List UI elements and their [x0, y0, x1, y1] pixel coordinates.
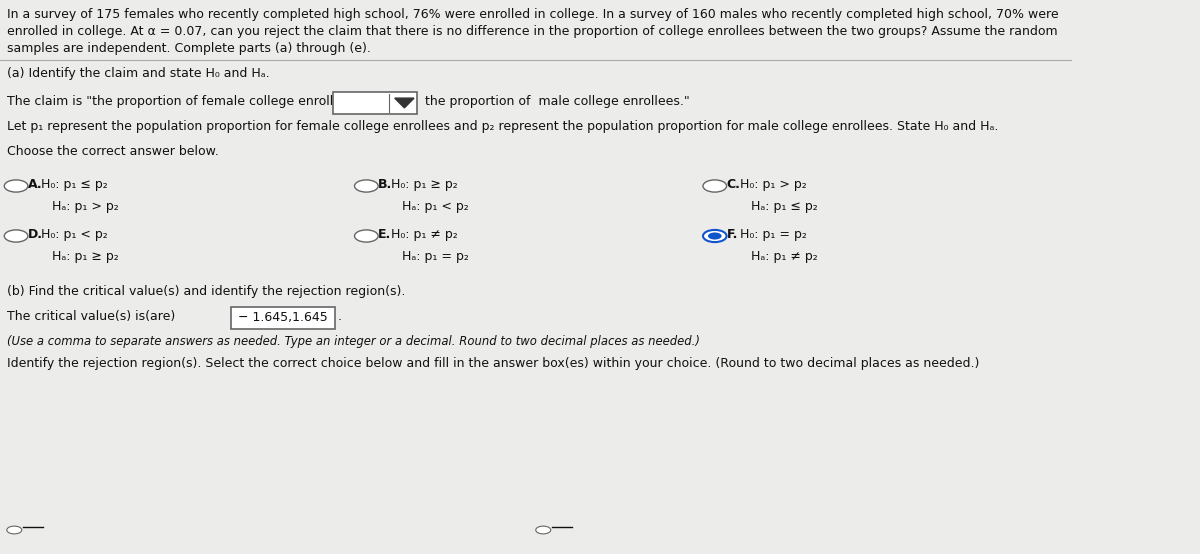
- Text: D.: D.: [28, 228, 43, 241]
- FancyBboxPatch shape: [230, 307, 335, 329]
- Text: Choose the correct answer below.: Choose the correct answer below.: [7, 145, 218, 158]
- Text: F.: F.: [726, 228, 738, 241]
- Circle shape: [354, 180, 378, 192]
- Text: H₀: p₁ ≤ p₂: H₀: p₁ ≤ p₂: [41, 178, 108, 191]
- Text: (a) Identify the claim and state H₀ and Hₐ.: (a) Identify the claim and state H₀ and …: [7, 67, 270, 80]
- Text: Hₐ: p₁ ≥ p₂: Hₐ: p₁ ≥ p₂: [52, 250, 119, 263]
- Text: the proportion of  male college enrollees.": the proportion of male college enrollees…: [421, 95, 690, 108]
- Text: samples are independent. Complete parts (a) through (e).: samples are independent. Complete parts …: [7, 42, 371, 55]
- Circle shape: [5, 180, 28, 192]
- Text: The claim is "the proportion of female college enrollees is: The claim is "the proportion of female c…: [7, 95, 370, 108]
- Text: The critical value(s) is(are): The critical value(s) is(are): [7, 310, 175, 323]
- Text: H₀: p₁ ≥ p₂: H₀: p₁ ≥ p₂: [391, 178, 458, 191]
- Text: Hₐ: p₁ < p₂: Hₐ: p₁ < p₂: [402, 200, 469, 213]
- Text: Let p₁ represent the population proportion for female college enrollees and p₂ r: Let p₁ represent the population proporti…: [7, 120, 998, 133]
- Text: H₀: p₁ > p₂: H₀: p₁ > p₂: [740, 178, 806, 191]
- Circle shape: [354, 230, 378, 242]
- Text: H₀: p₁ ≠ p₂: H₀: p₁ ≠ p₂: [391, 228, 458, 241]
- Circle shape: [708, 233, 721, 239]
- Text: C.: C.: [726, 178, 740, 191]
- Circle shape: [703, 180, 726, 192]
- Text: In a survey of 175 females who recently completed high school, 76% were enrolled: In a survey of 175 females who recently …: [7, 8, 1058, 21]
- Text: Identify the rejection region(s). Select the correct choice below and fill in th: Identify the rejection region(s). Select…: [7, 357, 979, 370]
- Text: B.: B.: [378, 178, 392, 191]
- Circle shape: [703, 230, 726, 242]
- Circle shape: [7, 526, 22, 534]
- Polygon shape: [395, 98, 414, 108]
- Circle shape: [535, 526, 551, 534]
- Text: Hₐ: p₁ ≤ p₂: Hₐ: p₁ ≤ p₂: [750, 200, 817, 213]
- Text: E.: E.: [378, 228, 391, 241]
- FancyBboxPatch shape: [334, 92, 418, 114]
- Text: .: .: [337, 310, 342, 323]
- Text: Hₐ: p₁ > p₂: Hₐ: p₁ > p₂: [52, 200, 119, 213]
- Text: − 1.645,1.645: − 1.645,1.645: [238, 311, 328, 325]
- Text: Hₐ: p₁ = p₂: Hₐ: p₁ = p₂: [402, 250, 469, 263]
- Text: enrolled in college. At α = 0.07, can you reject the claim that there is no diff: enrolled in college. At α = 0.07, can yo…: [7, 25, 1057, 38]
- Text: H₀: p₁ = p₂: H₀: p₁ = p₂: [740, 228, 806, 241]
- Circle shape: [5, 230, 28, 242]
- Text: A.: A.: [28, 178, 42, 191]
- Text: (b) Find the critical value(s) and identify the rejection region(s).: (b) Find the critical value(s) and ident…: [7, 285, 406, 298]
- Text: H₀: p₁ < p₂: H₀: p₁ < p₂: [41, 228, 108, 241]
- Text: (Use a comma to separate answers as needed. Type an integer or a decimal. Round : (Use a comma to separate answers as need…: [7, 335, 700, 348]
- Text: Hₐ: p₁ ≠ p₂: Hₐ: p₁ ≠ p₂: [750, 250, 817, 263]
